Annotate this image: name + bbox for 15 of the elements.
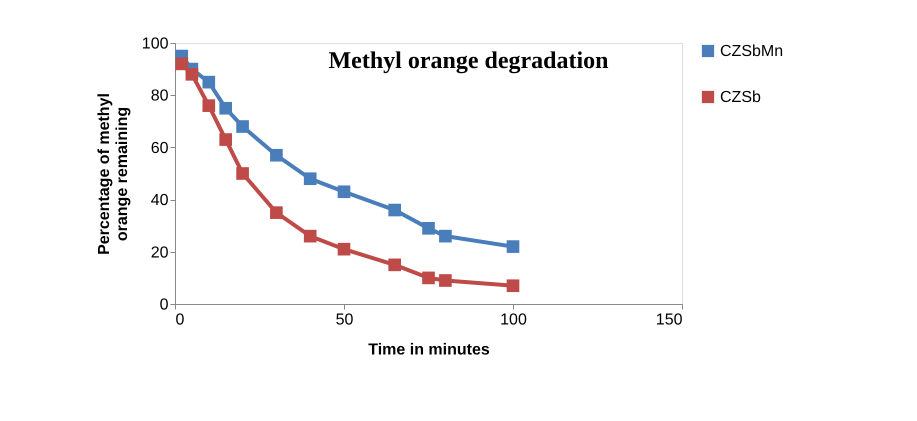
x-axis-title: Time in minutes (368, 342, 490, 358)
legend-label: CZSb (720, 89, 761, 106)
y-tick-label: 40 (150, 192, 169, 210)
y-tick-label: 80 (150, 88, 169, 105)
y-tick-label: 0 (160, 296, 169, 314)
legend-label: CZSbMn (720, 43, 784, 60)
x-tick-label: 50 (336, 312, 354, 328)
y-tick-label: 60 (150, 140, 169, 157)
y-axis-title: Percentage of methyl orange remaining (96, 93, 131, 255)
x-tick-label: 150 (656, 312, 683, 328)
x-tick-label: 0 (176, 312, 184, 328)
x-tick-label: 100 (500, 312, 527, 328)
y-tick-label: 20 (150, 244, 169, 262)
y-tick-label: 100 (142, 36, 169, 52)
chart-title: Methyl orange degradation (328, 48, 608, 74)
